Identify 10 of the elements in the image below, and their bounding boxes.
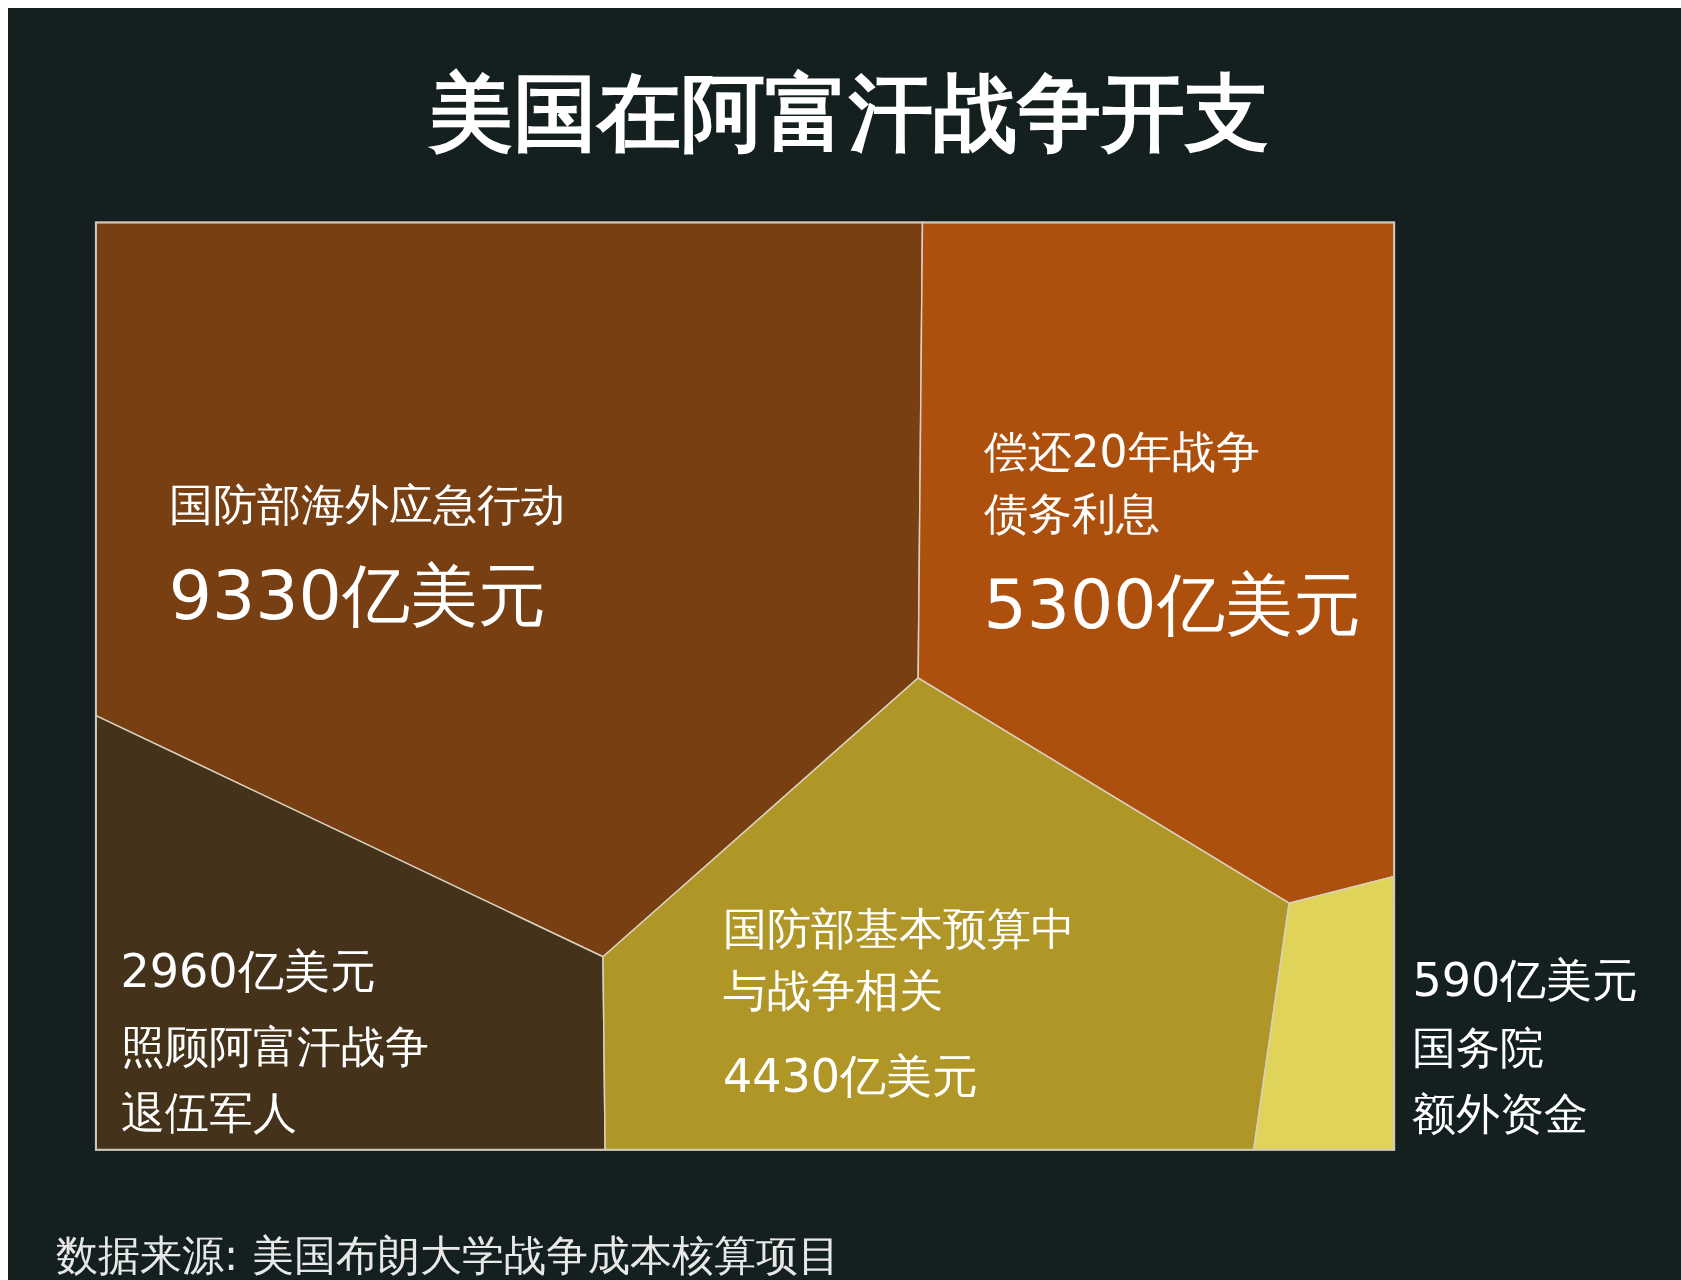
text: 美国在阿富汗战争开支 bbox=[427, 64, 1269, 162]
data-label: 2960亿美元 bbox=[120, 943, 376, 998]
data-label: 9330亿美元 bbox=[168, 556, 546, 636]
data-label: 590亿美元 bbox=[1412, 953, 1639, 1008]
category-label: 照顾阿富汗战争退伍军人 bbox=[120, 1020, 429, 1139]
category-label: 国防部基本预算中与战争相关 bbox=[723, 902, 1076, 1017]
source-note: 数据来源: 美国布朗大学战争成本核算项目 bbox=[56, 1231, 840, 1280]
category-label: 国防部海外应急行动 bbox=[168, 479, 565, 531]
data-label: 4430亿美元 bbox=[723, 1048, 979, 1103]
category-label: 国务院额外资金 bbox=[1412, 1021, 1589, 1140]
